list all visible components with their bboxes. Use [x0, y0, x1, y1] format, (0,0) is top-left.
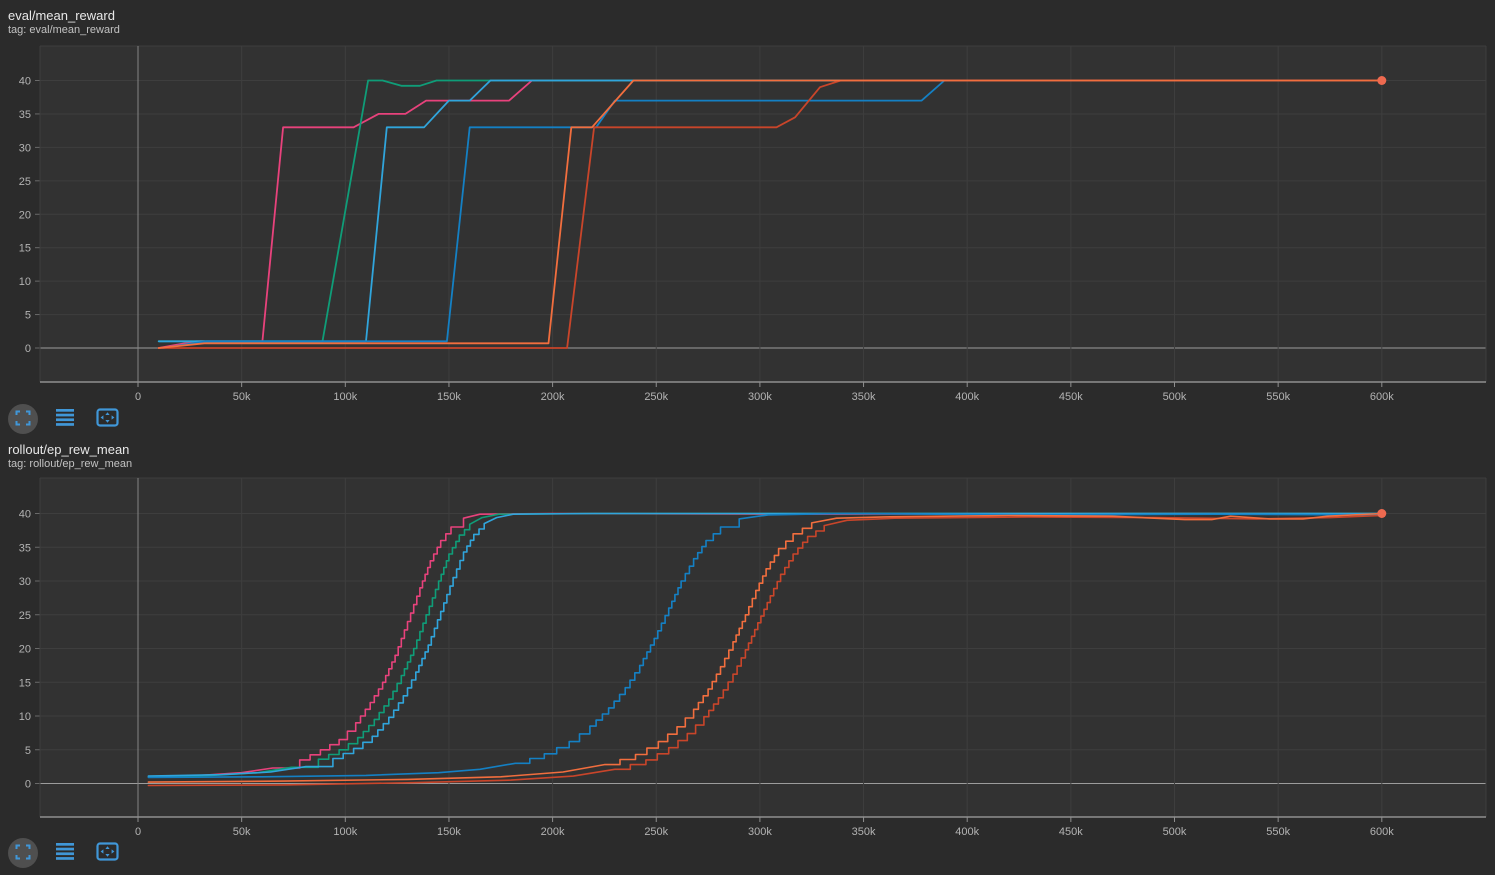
fullscreen-button[interactable] [92, 404, 122, 434]
chart-tag: tag: rollout/ep_rew_mean [8, 458, 133, 470]
data-table-button[interactable] [50, 838, 80, 868]
svg-text:0: 0 [25, 343, 31, 355]
svg-text:500k: 500k [1163, 826, 1187, 838]
fullscreen-button[interactable] [92, 838, 122, 868]
svg-text:40: 40 [19, 76, 31, 88]
svg-text:40: 40 [19, 509, 31, 521]
chart-card-rollout-ep-rew-mean: rollout/ep_rew_mean tag: rollout/ep_rew_… [0, 437, 1495, 875]
svg-text:15: 15 [19, 677, 31, 689]
svg-text:550k: 550k [1266, 826, 1290, 838]
line-chart-rollout-ep-rew-mean[interactable]: 0 5 10 15 20 25 30 35 40 0 50k 100k 150k 200k 250k 300k… [0, 470, 1495, 854]
svg-text:20: 20 [19, 644, 31, 656]
data-table-button[interactable] [50, 404, 80, 434]
svg-text:25: 25 [19, 610, 31, 622]
chart-title: eval/mean_reward [8, 8, 115, 23]
svg-text:250k: 250k [644, 391, 668, 403]
svg-text:0: 0 [25, 779, 31, 791]
svg-text:10: 10 [19, 711, 31, 723]
line-chart-eval-mean-reward[interactable]: 0 5 10 15 20 25 30 35 40 0 50k 100k 150k 200k 250k 300k… [0, 40, 1495, 404]
svg-text:15: 15 [19, 243, 31, 255]
svg-text:600k: 600k [1370, 826, 1394, 838]
svg-text:150k: 150k [437, 826, 461, 838]
svg-text:35: 35 [19, 109, 31, 121]
chart-toolbar [8, 404, 122, 434]
fullscreen-icon [95, 408, 119, 430]
svg-text:350k: 350k [852, 826, 876, 838]
chart-toolbar [8, 838, 122, 868]
svg-text:450k: 450k [1059, 391, 1083, 403]
svg-text:50k: 50k [233, 826, 251, 838]
svg-text:10: 10 [19, 276, 31, 288]
svg-text:200k: 200k [541, 826, 565, 838]
svg-text:100k: 100k [333, 826, 357, 838]
chart-card-eval-mean-reward: eval/mean_reward tag: eval/mean_reward 0… [0, 0, 1495, 437]
svg-text:100k: 100k [333, 391, 357, 403]
svg-text:5: 5 [25, 745, 31, 757]
fit-to-data-icon [15, 844, 31, 863]
svg-text:0: 0 [135, 391, 141, 403]
svg-text:150k: 150k [437, 391, 461, 403]
fit-to-data-button[interactable] [8, 838, 38, 868]
svg-text:35: 35 [19, 542, 31, 554]
chart-title: rollout/ep_rew_mean [8, 442, 130, 457]
svg-text:450k: 450k [1059, 826, 1083, 838]
svg-text:250k: 250k [644, 826, 668, 838]
svg-text:50k: 50k [233, 391, 251, 403]
menu-lines-icon [56, 843, 74, 863]
svg-text:400k: 400k [955, 826, 979, 838]
svg-text:400k: 400k [955, 391, 979, 403]
svg-text:500k: 500k [1163, 391, 1187, 403]
svg-text:30: 30 [19, 142, 31, 154]
svg-text:200k: 200k [541, 391, 565, 403]
fullscreen-icon [95, 842, 119, 864]
fit-to-data-button[interactable] [8, 404, 38, 434]
fit-to-data-icon [15, 410, 31, 429]
svg-text:350k: 350k [852, 391, 876, 403]
svg-text:25: 25 [19, 176, 31, 188]
svg-text:300k: 300k [748, 391, 772, 403]
svg-text:0: 0 [135, 826, 141, 838]
svg-text:300k: 300k [748, 826, 772, 838]
svg-text:5: 5 [25, 310, 31, 322]
svg-text:550k: 550k [1266, 391, 1290, 403]
svg-text:600k: 600k [1370, 391, 1394, 403]
menu-lines-icon [56, 409, 74, 429]
chart-tag: tag: eval/mean_reward [8, 24, 120, 36]
svg-text:20: 20 [19, 209, 31, 221]
svg-text:30: 30 [19, 576, 31, 588]
